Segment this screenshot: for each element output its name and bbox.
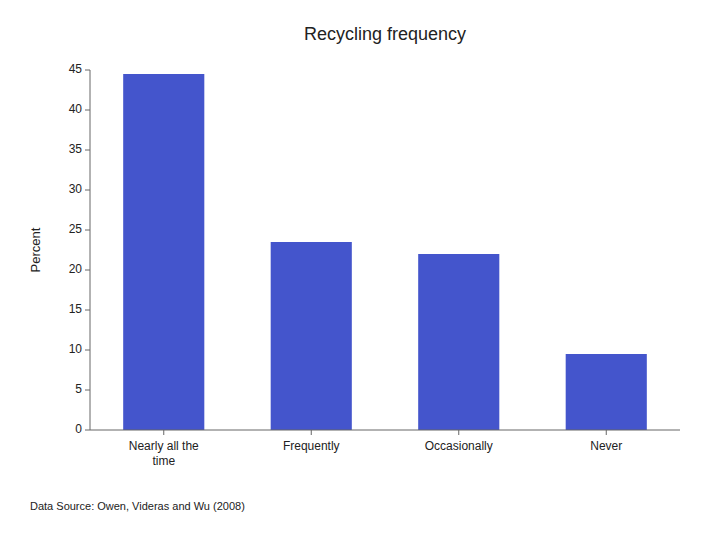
- chart-container: 0 5 10 15 20 25 30 35 40 45 Nearly all thetime Freq…: [0, 0, 720, 540]
- bars: [123, 74, 647, 430]
- x-tick: [311, 430, 312, 435]
- x-tick: [458, 430, 459, 435]
- bar: [123, 74, 204, 430]
- y-tick-label: 20: [69, 262, 83, 276]
- source-note: Data Source: Owen, Videras and Wu (2008): [30, 500, 245, 512]
- y-tick-label: 25: [69, 222, 83, 236]
- axes: 0 5 10 15 20 25 30 35 40 45 Nearly all thetime Freq…: [69, 62, 680, 468]
- y-tick: [85, 310, 90, 311]
- x-tick-label: Occasionally: [425, 439, 493, 453]
- chart: 0 5 10 15 20 25 30 35 40 45 Nearly all thetime Freq…: [0, 0, 720, 540]
- bar: [271, 242, 352, 430]
- y-tick-label: 10: [69, 342, 83, 356]
- x-tick-label: Nearly all thetime: [129, 439, 199, 468]
- x-tick-label: Frequently: [283, 439, 340, 453]
- x-tick: [163, 430, 164, 435]
- bar: [566, 354, 647, 430]
- y-tick: [85, 150, 90, 151]
- y-tick-label: 0: [75, 422, 82, 436]
- x-axis-line: [90, 430, 680, 431]
- y-tick-label: 30: [69, 182, 83, 196]
- y-tick: [85, 190, 90, 191]
- title: Recycling frequency: [304, 24, 466, 44]
- y-tick: [85, 110, 90, 111]
- y-tick-label: 40: [69, 102, 83, 116]
- y-tick: [85, 70, 90, 71]
- y-tick-label: 15: [69, 302, 83, 316]
- y-axis-label: Percent: [28, 227, 43, 272]
- y-tick-label: 45: [69, 62, 83, 76]
- bar: [418, 254, 499, 430]
- y-tick: [85, 430, 90, 431]
- y-tick-label: 35: [69, 142, 83, 156]
- x-tick-label: Never: [590, 439, 622, 453]
- y-tick: [85, 390, 90, 391]
- y-tick: [85, 350, 90, 351]
- y-tick-label: 5: [75, 382, 82, 396]
- y-tick: [85, 230, 90, 231]
- y-axis-line: [90, 70, 91, 430]
- x-tick: [606, 430, 607, 435]
- y-tick: [85, 270, 90, 271]
